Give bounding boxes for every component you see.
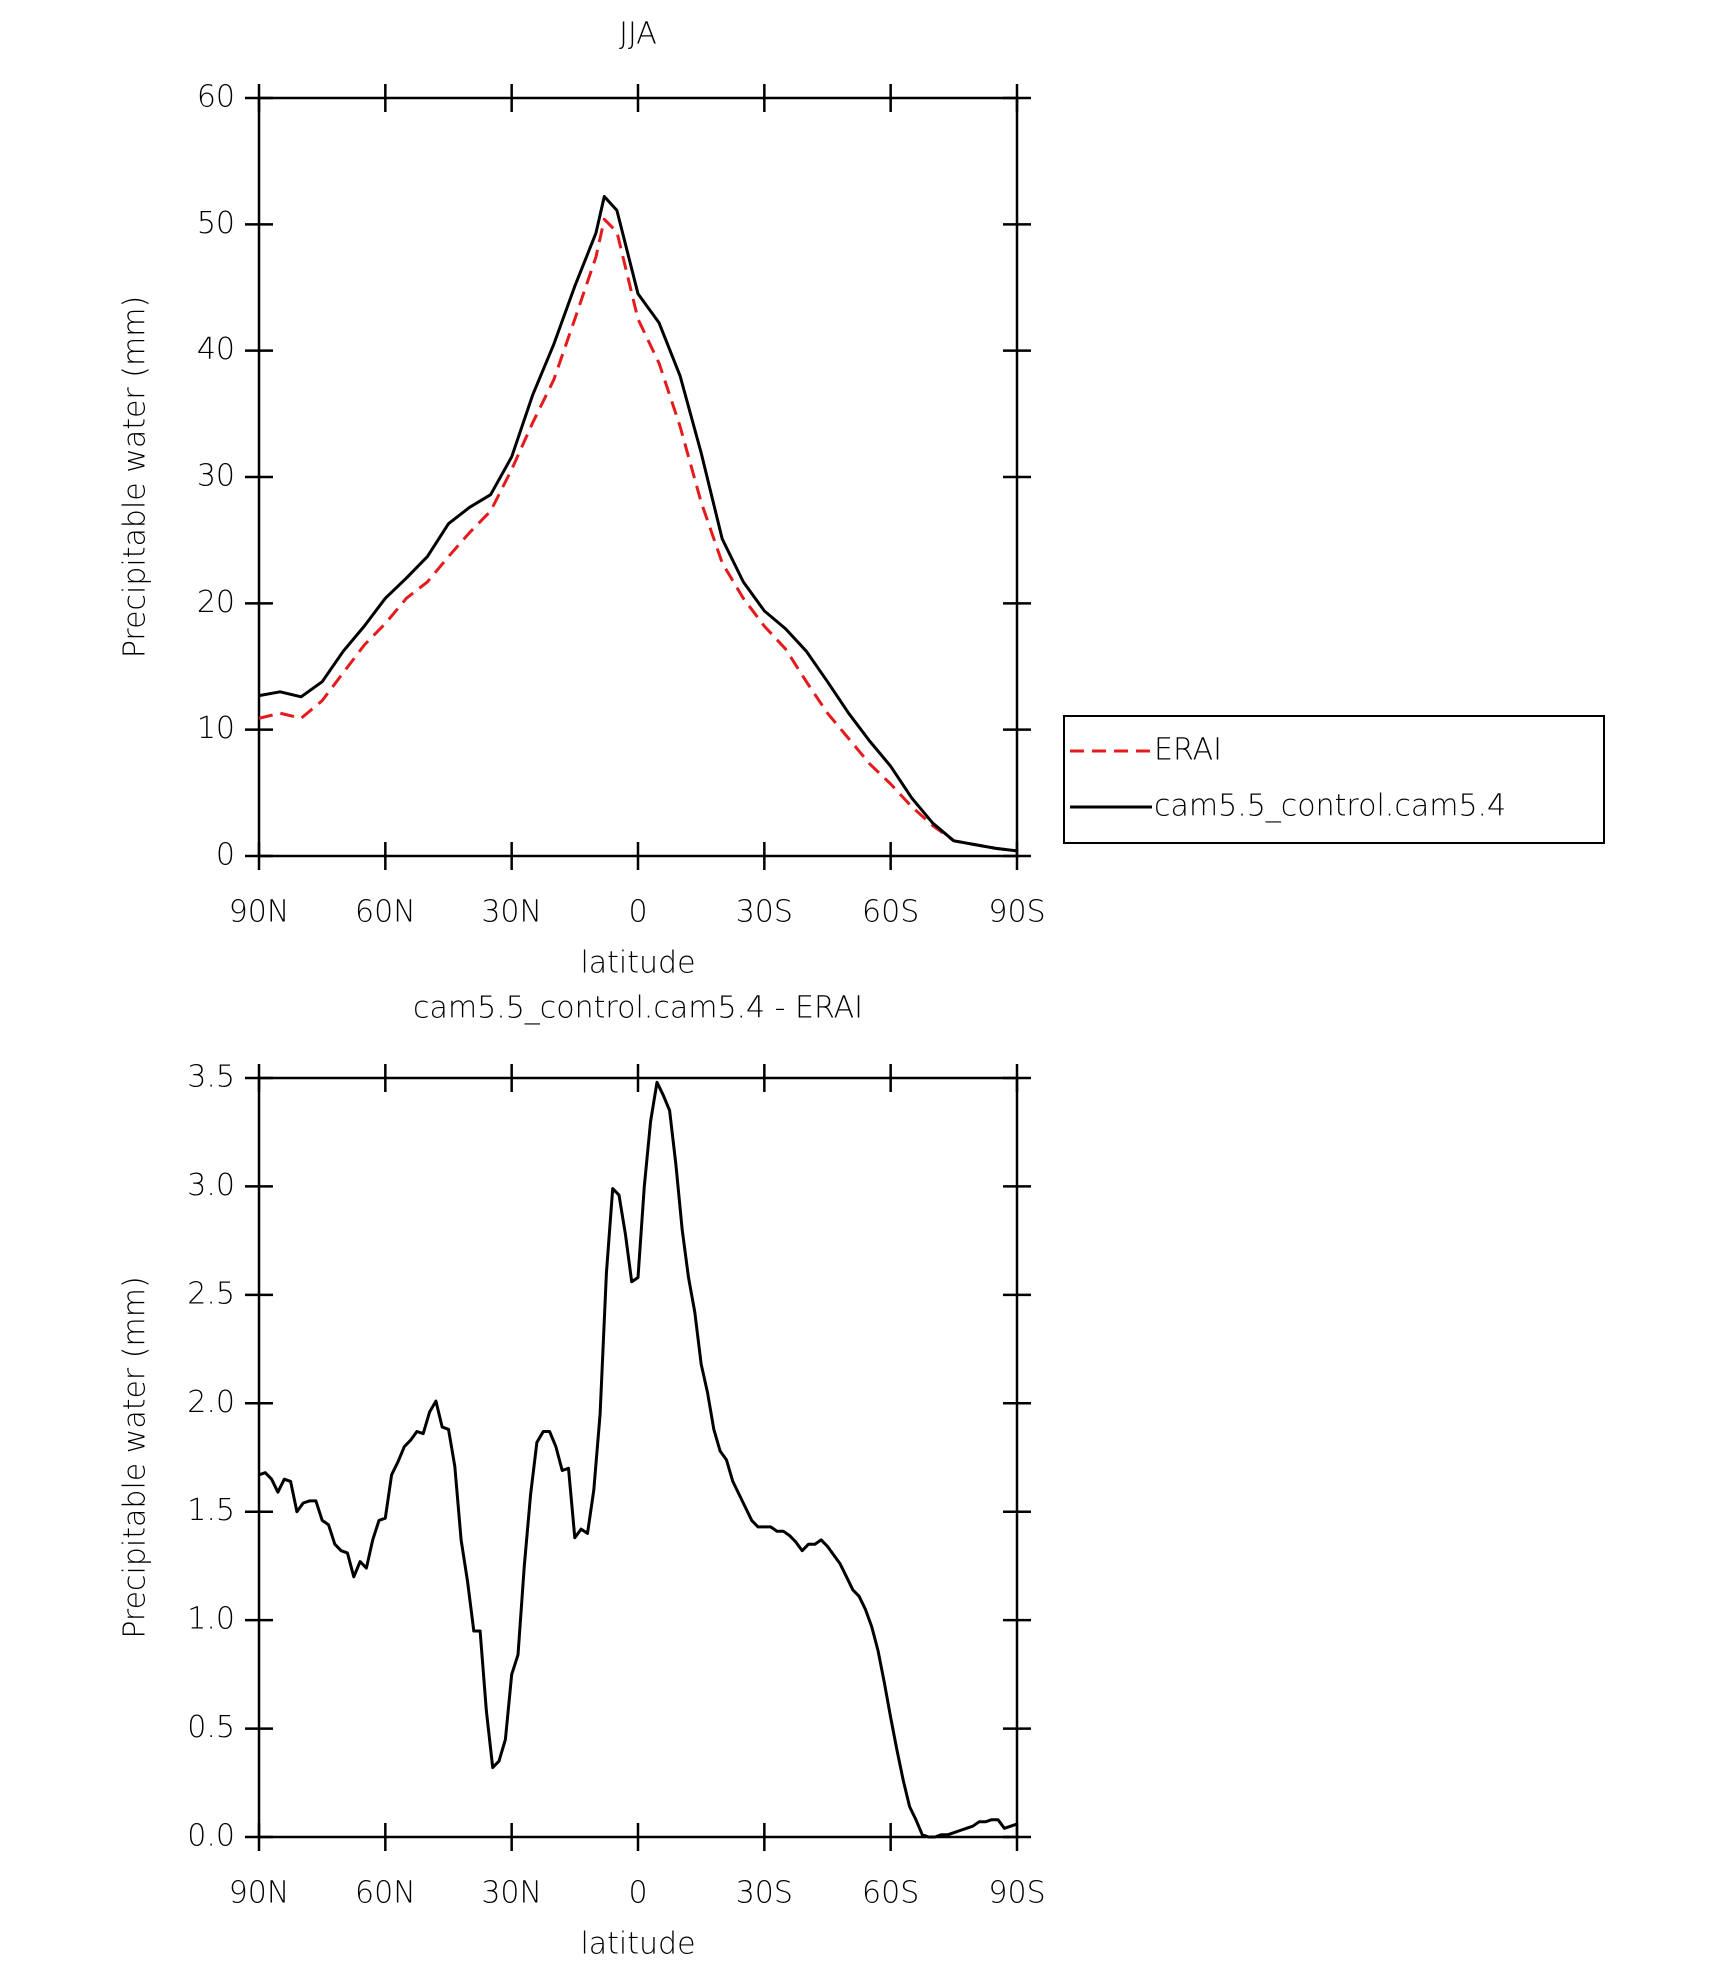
legend-label: ERAI (1154, 733, 1222, 768)
x-tick-label: 90S (988, 1876, 1045, 1911)
y-tick-label: 2.0 (187, 1385, 235, 1420)
y-tick-label: 3.0 (187, 1168, 235, 1203)
y-tick-label: 20 (197, 585, 235, 620)
y-tick-label: 0 (216, 838, 235, 873)
y-tick-label: 0.5 (187, 1710, 235, 1745)
x-tick-label: 30N (481, 895, 542, 930)
x-tick-label: 0 (628, 1876, 647, 1911)
x-tick-label: 30S (736, 895, 793, 930)
y-tick-label: 40 (197, 332, 235, 367)
data-line (258, 195, 1018, 853)
chart-title: cam5.5_control.cam5.4 - ERAI (413, 991, 863, 1026)
y-tick-label: 0.0 (187, 1819, 235, 1854)
plot-frame (257, 1076, 1019, 1839)
x-tick-label: 60N (355, 895, 416, 930)
y-tick-label: 30 (197, 459, 235, 494)
y-tick-label: 60 (197, 80, 235, 115)
x-tick-label: 60S (862, 895, 919, 930)
legend-box (1063, 715, 1605, 844)
y-tick-label: 10 (197, 711, 235, 746)
plot-frame (257, 96, 1019, 858)
x-tick-label: 90N (229, 895, 290, 930)
x-tick-label: 60N (355, 1876, 416, 1911)
y-axis-label: Precipitable water (mm) (118, 1276, 153, 1638)
x-axis-label: latitude (580, 1927, 695, 1961)
legend-label: cam5.5_control.cam5.4 (1154, 789, 1506, 824)
data-line (258, 1080, 1018, 1839)
x-tick-label: 90N (229, 1876, 290, 1911)
y-tick-label: 2.5 (187, 1276, 235, 1311)
y-axis-label: Precipitable water (mm) (118, 296, 153, 658)
y-tick-label: 3.5 (187, 1060, 235, 1095)
y-tick-label: 1.5 (187, 1493, 235, 1528)
x-tick-label: 60S (862, 1876, 919, 1911)
x-tick-label: 30S (736, 1876, 793, 1911)
y-tick-label: 1.0 (187, 1602, 235, 1637)
x-tick-label: 90S (988, 895, 1045, 930)
chart-title: JJA (619, 17, 657, 52)
x-axis-label: latitude (580, 946, 695, 981)
y-tick-label: 50 (197, 206, 235, 241)
x-tick-label: 0 (628, 895, 647, 930)
x-tick-label: 30N (481, 1876, 542, 1911)
data-line (258, 217, 1018, 853)
